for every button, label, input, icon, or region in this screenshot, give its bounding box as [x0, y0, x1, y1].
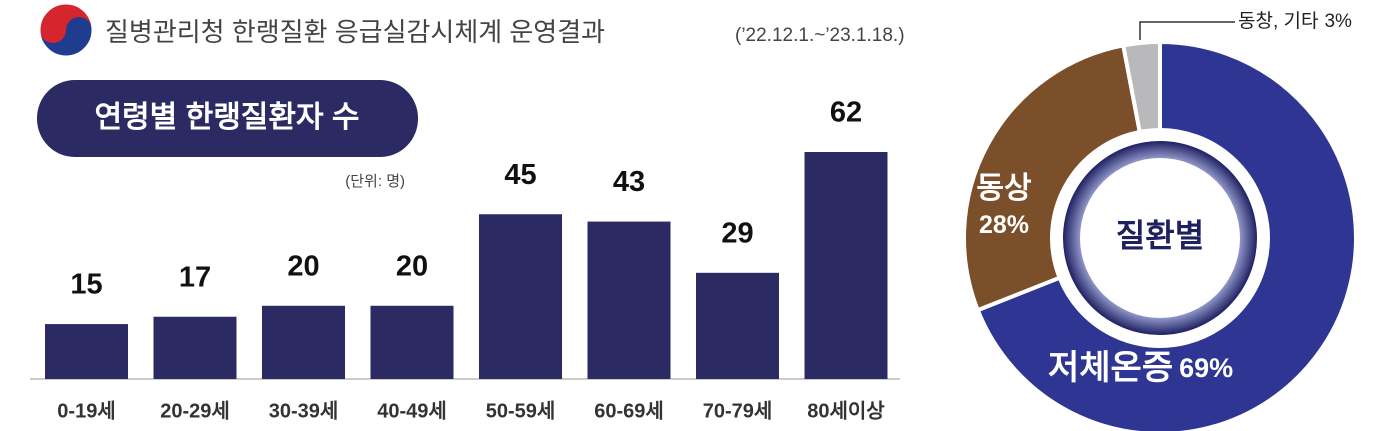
category-label: 동창, 기타 — [1238, 10, 1318, 32]
bar — [696, 272, 779, 379]
data-label: 43 — [613, 166, 645, 198]
bar — [479, 214, 562, 379]
value-label: 3% — [1324, 11, 1352, 32]
bar — [153, 316, 237, 379]
bar — [370, 305, 454, 379]
slice-label: 동상 28% — [976, 172, 1032, 239]
bar — [45, 324, 128, 379]
slice-label: 저체온증 69% — [1048, 349, 1233, 387]
value-label: 28% — [979, 211, 1029, 239]
period: (’22.12.1.~’23.1.18.) — [735, 25, 905, 46]
title-pill — [37, 80, 418, 157]
data-label: 29 — [721, 217, 753, 249]
x-tick-label: 0-19세 — [57, 399, 115, 422]
page-title: 질병관리청 한랭질환 응급실감시체계 운영결과 — [105, 17, 605, 47]
data-label: 20 — [287, 250, 319, 282]
x-tick-label: 30-39세 — [269, 399, 339, 422]
bar-title: 연령별 한랭질환자 수 — [94, 101, 359, 134]
category-label: 동상 — [976, 172, 1032, 205]
donut-slice — [962, 43, 1143, 313]
x-tick-label: 80세이상 — [807, 399, 885, 422]
x-tick-label: 60-69세 — [594, 399, 664, 422]
data-label: 20 — [396, 250, 428, 282]
x-tick-label: 20-29세 — [160, 399, 230, 422]
donut — [962, 39, 1358, 431]
unit-note: (단위: 명) — [345, 173, 405, 190]
value-label: 69% — [1179, 353, 1233, 383]
donut-slice — [975, 39, 1358, 431]
data-label: 15 — [70, 269, 102, 301]
bar — [804, 152, 888, 379]
slice-label: 동창, 기타 3% — [1238, 10, 1352, 32]
donut-center-inner — [1080, 158, 1240, 318]
data-label: 62 — [830, 97, 862, 129]
bar — [262, 305, 345, 379]
x-tick-label: 40-49세 — [377, 399, 447, 422]
bar — [587, 221, 671, 379]
leader-line — [1139, 21, 1235, 40]
logo — [39, 3, 93, 57]
donut-center-label: 질환별 — [1116, 217, 1204, 253]
x-tick-label: 50-59세 — [486, 399, 556, 422]
data-label: 45 — [504, 159, 536, 191]
category-label: 저체온증 — [1048, 349, 1173, 387]
donut-slice — [1120, 39, 1162, 135]
x-tick-label: 70-79세 — [703, 399, 773, 422]
data-label: 17 — [179, 261, 211, 293]
